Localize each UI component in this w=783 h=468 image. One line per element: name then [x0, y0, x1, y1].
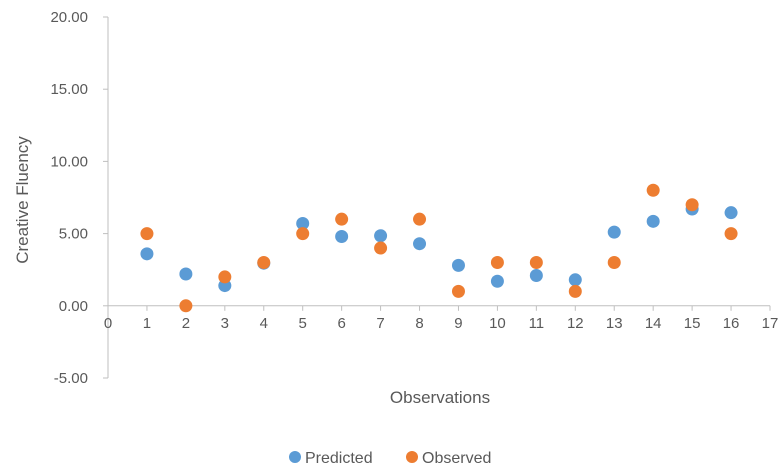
observed-point — [568, 284, 582, 298]
predicted-point — [607, 225, 621, 239]
y-tick-label: 10.00 — [50, 153, 88, 170]
observed-point — [218, 270, 232, 284]
observed-point — [257, 255, 271, 269]
predicted-point — [296, 216, 310, 230]
x-tick-label: 8 — [415, 315, 423, 332]
observed-point — [451, 284, 465, 298]
x-tick-label: 10 — [489, 315, 506, 332]
x-tick-label: 16 — [723, 315, 740, 332]
x-tick-label: 7 — [376, 315, 384, 332]
observed-point — [335, 212, 349, 226]
y-tick-label: 5.00 — [59, 226, 88, 243]
x-tick-label: 15 — [684, 315, 701, 332]
predicted-point — [490, 274, 504, 288]
y-tick-label: 0.00 — [59, 298, 88, 315]
x-tick-label: 1 — [143, 315, 151, 332]
observed-point — [140, 227, 154, 241]
x-tick-label: 4 — [260, 315, 268, 332]
x-axis-title: Observations — [390, 388, 490, 407]
y-axis-title: Creative Fluency — [13, 136, 32, 264]
x-tick-label: 17 — [762, 315, 779, 332]
observed-point — [179, 299, 193, 313]
x-tick-label: 3 — [221, 315, 229, 332]
x-axis-ticks: 0 1 2 3 4 5 6 7 8 9 10 11 12 13 14 15 16 17 — [104, 305, 779, 332]
observed-point — [607, 255, 621, 269]
x-tick-label: 14 — [645, 315, 662, 332]
predicted-point — [335, 229, 349, 243]
predicted-point — [568, 273, 582, 287]
legend-marker-predicted — [289, 451, 301, 463]
x-tick-label: 2 — [182, 315, 190, 332]
data-points — [140, 183, 738, 313]
legend-marker-observed — [406, 451, 418, 463]
predicted-point — [179, 267, 193, 281]
x-tick-label: 13 — [606, 315, 623, 332]
predicted-point — [646, 214, 660, 228]
predicted-point — [451, 258, 465, 272]
observed-point — [529, 255, 543, 269]
observed-point — [646, 183, 660, 197]
legend-label-predicted: Predicted — [305, 450, 373, 467]
observed-point — [413, 212, 427, 226]
predicted-point — [529, 268, 543, 282]
y-tick-label: 20.00 — [50, 9, 88, 26]
predicted-point — [724, 206, 738, 220]
observed-point — [374, 241, 388, 255]
x-tick-label: 12 — [567, 315, 584, 332]
y-tick-label: 15.00 — [50, 81, 88, 98]
x-tick-label: 5 — [299, 315, 307, 332]
y-tick-label: -5.00 — [54, 370, 88, 387]
x-tick-label: 11 — [529, 315, 545, 332]
predicted-point — [140, 247, 154, 261]
observed-point — [724, 227, 738, 241]
x-tick-label: 6 — [337, 315, 345, 332]
predicted-point — [413, 237, 427, 251]
x-tick-label: 9 — [454, 315, 462, 332]
legend: Predicted Observed — [289, 450, 491, 467]
axes: 0 1 2 3 4 5 6 7 8 9 10 11 12 13 14 15 16 17 20.0015.0010.… — [50, 9, 778, 387]
legend-label-observed: Observed — [422, 450, 491, 467]
x-tick-label: 0 — [104, 315, 112, 332]
y-axis-ticks: 20.00 15.00 10.00 5.00 0.00 -5.00 — [50, 9, 108, 387]
predicted-point — [374, 229, 388, 243]
observed-point — [685, 198, 699, 212]
observed-point — [296, 227, 310, 241]
observed-point — [490, 255, 504, 269]
